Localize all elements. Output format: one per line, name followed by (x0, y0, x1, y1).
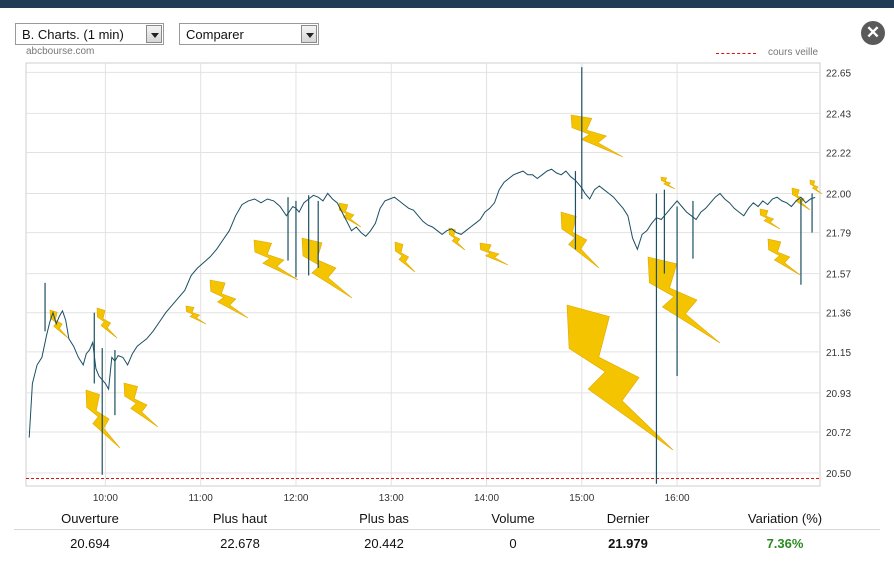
lightning-icon (394, 241, 416, 273)
stat-header: Dernier (606, 511, 650, 526)
watermark: abcbourse.com (26, 46, 95, 57)
lightning-icon (660, 176, 676, 190)
y-tick-label: 22.00 (826, 189, 851, 200)
lightning-icon (479, 242, 509, 266)
lightning-icon (448, 227, 466, 251)
lightning-icon (123, 382, 159, 428)
legend-reference-swatch (716, 53, 756, 54)
lightning-icon (85, 389, 121, 449)
lightning-icon (570, 114, 624, 158)
legend-reference-label: cours veille (768, 47, 819, 58)
lightning-icon (767, 238, 801, 276)
stat-value: 22.678 (220, 536, 260, 551)
window-top-bar (0, 0, 894, 8)
lightning-icon (647, 256, 721, 344)
compare-select-value: Comparer (186, 27, 244, 42)
y-tick-label: 21.15 (826, 348, 851, 359)
lightning-icon (338, 202, 362, 228)
x-tick-label: 14:00 (474, 493, 499, 504)
y-tick-label: 20.50 (826, 469, 851, 480)
lightning-icon (809, 179, 823, 195)
stat-value: 20.694 (70, 536, 110, 551)
period-select-value: B. Charts. (1 min) (22, 27, 124, 42)
y-tick-label: 21.57 (826, 270, 851, 281)
stat-value: 21.979 (608, 536, 648, 551)
y-tick-label: 20.93 (826, 389, 851, 400)
y-tick-label: 21.79 (826, 229, 851, 240)
y-tick-label: 22.22 (826, 148, 851, 159)
lightning-icon (791, 187, 811, 211)
stat-value: 7.36% (766, 536, 804, 551)
x-tick-label: 11:00 (189, 493, 214, 504)
x-tick-label: 13:00 (379, 493, 404, 504)
stat-header: Variation (%) (747, 511, 823, 526)
chevron-down-icon[interactable] (301, 25, 317, 43)
lightning-icon (209, 279, 249, 319)
price-series-line (28, 168, 816, 438)
lightning-icon (96, 307, 118, 339)
stats-divider (14, 529, 880, 530)
stat-header: Plus bas (359, 511, 409, 526)
lightning-icon (560, 211, 600, 269)
stat-header: Volume (491, 511, 535, 526)
stat-header: Ouverture (61, 511, 119, 526)
x-tick-label: 15:00 (569, 493, 594, 504)
price-chart: 20.50 20.72 20.93 21.15 21.36 21.57 21.79 22.00… (25, 62, 851, 504)
chevron-down-icon[interactable] (146, 25, 162, 43)
lightning-icon (185, 305, 207, 325)
stat-value: 0 (509, 536, 517, 551)
close-icon[interactable]: ✕ (861, 21, 885, 45)
lightning-icon (301, 237, 353, 299)
lightning-icon (759, 208, 781, 230)
lightning-icon (566, 304, 674, 451)
stat-header: Plus haut (212, 511, 268, 526)
stat-value: 20.442 (364, 536, 404, 551)
y-tick-label: 22.43 (826, 109, 851, 120)
plot-area (25, 62, 821, 487)
x-tick-label: 16:00 (665, 493, 690, 504)
x-tick-label: 12:00 (283, 493, 308, 504)
lightning-icon (253, 239, 299, 281)
compare-select[interactable]: Comparer (179, 23, 319, 45)
y-tick-label: 20.72 (826, 428, 851, 439)
x-tick-label: 10:00 (93, 493, 118, 504)
y-tick-label: 22.65 (826, 68, 851, 79)
period-select[interactable]: B. Charts. (1 min) (15, 23, 164, 45)
stats-panel: Ouverture 20.694 Plus haut 22.678 Plus b… (0, 508, 894, 565)
y-tick-label: 21.36 (826, 309, 851, 320)
